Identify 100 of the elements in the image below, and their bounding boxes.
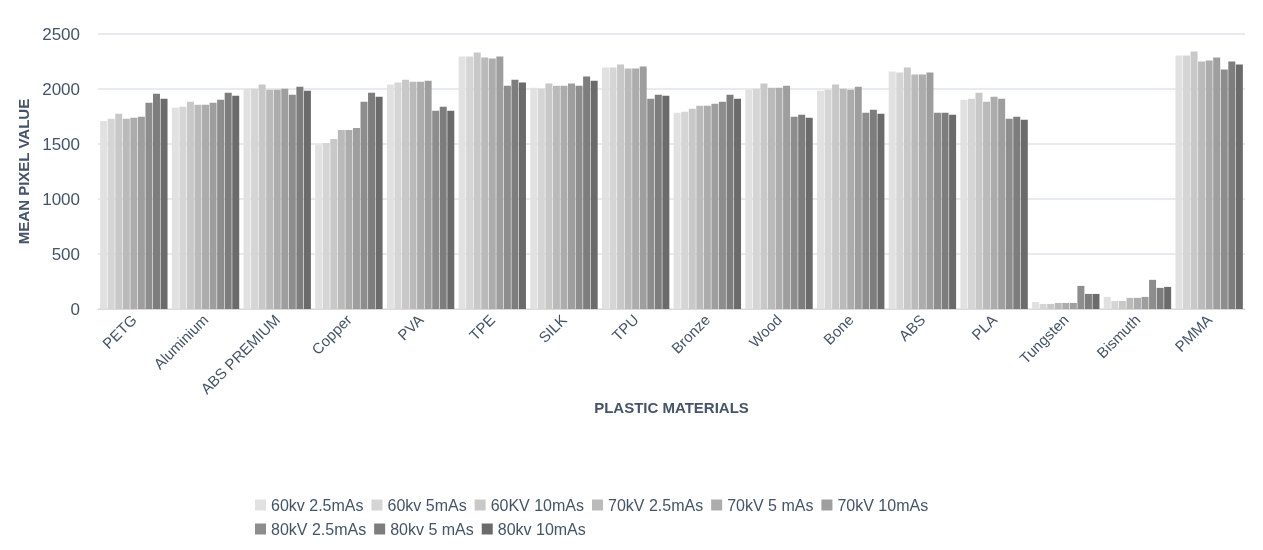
bar (711, 103, 719, 309)
bar (137, 116, 145, 309)
bar (998, 98, 1006, 309)
bar (575, 85, 583, 309)
bar (590, 80, 598, 309)
bar (209, 102, 217, 309)
bar (1141, 296, 1149, 309)
legend-label: 60KV 10mAs (490, 496, 585, 514)
bar (854, 86, 862, 309)
bar (726, 94, 734, 309)
bar (832, 84, 840, 309)
bar (417, 81, 425, 309)
bar (583, 76, 591, 309)
bar (647, 98, 655, 309)
bar (496, 56, 504, 309)
bar (266, 89, 274, 309)
bar (767, 87, 775, 309)
bar (1235, 64, 1243, 309)
bar (654, 94, 662, 309)
bar (934, 112, 941, 309)
bar (160, 98, 168, 309)
bar (990, 96, 998, 309)
x-tick-label: TPE (465, 310, 499, 344)
y-tick-label: 0 (70, 299, 80, 319)
bar (839, 88, 847, 309)
bar (1149, 279, 1157, 309)
bar (186, 101, 194, 309)
bar (1205, 60, 1213, 309)
bar (918, 74, 926, 309)
bar (352, 127, 360, 309)
bar (560, 85, 568, 309)
bar (1133, 297, 1141, 309)
bar (273, 89, 281, 309)
bar (424, 80, 432, 309)
bar (224, 92, 232, 309)
bar (488, 58, 496, 309)
bar (545, 83, 553, 309)
bar (568, 83, 576, 309)
bar (1156, 287, 1164, 309)
x-tick-label: PLA (968, 310, 1001, 344)
bar (447, 110, 455, 309)
bar (703, 105, 711, 309)
bar (983, 101, 991, 309)
bar (337, 129, 345, 309)
bar (1213, 57, 1221, 309)
bar (696, 105, 704, 309)
legend-label: 80kv 10mAs (497, 520, 586, 538)
y-tick-label: 500 (51, 244, 80, 264)
bar (409, 81, 417, 309)
bar (1084, 293, 1092, 309)
bar (153, 93, 160, 309)
bar (1005, 118, 1013, 309)
y-tick-label: 1000 (42, 189, 80, 209)
bar (790, 116, 798, 309)
bar (1054, 302, 1062, 309)
bar (1092, 293, 1100, 309)
bar (439, 106, 447, 309)
bar (122, 118, 130, 309)
bar (402, 79, 409, 309)
bar (368, 92, 376, 309)
legend-label: 80kV 2.5mAs (271, 520, 367, 538)
bar (1077, 285, 1085, 309)
bar (734, 98, 742, 309)
bar (617, 64, 625, 309)
bar (130, 117, 138, 309)
y-axis-title: MEAN PIXEL VALUE (15, 98, 33, 245)
bar (847, 89, 855, 309)
bar (115, 113, 123, 309)
y-tick-label: 2500 (42, 24, 80, 44)
bar (1047, 303, 1055, 309)
bar (941, 112, 949, 309)
bar (330, 138, 338, 309)
x-tick-label: PVA (394, 310, 427, 344)
bar (281, 88, 289, 309)
bar (805, 117, 813, 309)
bar (432, 110, 440, 309)
bar (1228, 61, 1236, 309)
legend-label: 70kV 2.5mAs (608, 496, 704, 514)
bar (1062, 302, 1070, 309)
bar (232, 95, 240, 309)
bar (688, 108, 696, 309)
bar (360, 101, 368, 309)
bar (1020, 119, 1028, 309)
legend-label: 70kV 10mAs (837, 496, 929, 514)
y-tick-label: 2000 (42, 79, 80, 99)
bar (518, 82, 526, 309)
bar (718, 101, 726, 309)
legend-label: 70kV 5 mAs (727, 496, 814, 514)
bar (481, 57, 489, 309)
legend-label: 60kv 5mAs (387, 496, 467, 514)
bar (903, 67, 911, 309)
bar (862, 112, 870, 309)
legend-label: 60kv 2.5mAs (271, 496, 364, 514)
bar (1220, 69, 1228, 309)
bar (1118, 300, 1126, 309)
bar (145, 102, 153, 309)
bar (473, 52, 481, 309)
bar (552, 85, 560, 309)
y-tick-label: 1500 (42, 134, 80, 154)
bar (1164, 286, 1172, 309)
